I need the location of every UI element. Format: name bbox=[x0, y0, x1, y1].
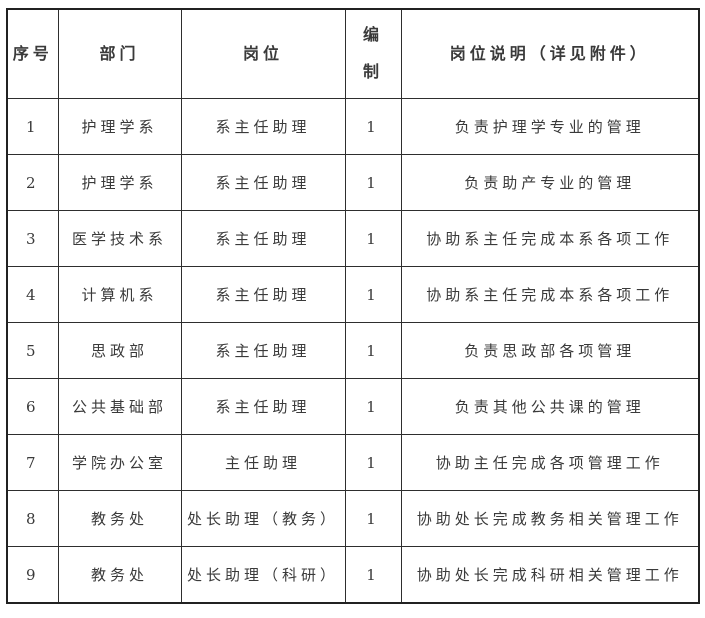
cell-department: 公共基础部 bbox=[57, 378, 182, 435]
table-row: 5 思政部 系主任助理 1 负责思政部各项管理 bbox=[6, 322, 700, 379]
cell-seq: 7 bbox=[6, 434, 59, 491]
cell-description: 负责其他公共课的管理 bbox=[400, 378, 700, 435]
cell-position: 系主任助理 bbox=[180, 154, 346, 211]
cell-description: 协助系主任完成本系各项工作 bbox=[400, 210, 700, 267]
cell-position: 处长助理（教务） bbox=[180, 490, 346, 547]
table-row: 1 护理学系 系主任助理 1 负责护理学专业的管理 bbox=[6, 98, 700, 155]
cell-quota: 1 bbox=[344, 434, 402, 491]
header-seq: 序号 bbox=[6, 8, 59, 99]
header-row: 序号 部门 岗位 编 制 岗位说明（详见附件） bbox=[6, 8, 700, 99]
cell-description: 负责思政部各项管理 bbox=[400, 322, 700, 379]
table-body: 1 护理学系 系主任助理 1 负责护理学专业的管理 2 护理学系 系主任助理 1 负责助产专业的管… bbox=[6, 98, 700, 604]
cell-department: 思政部 bbox=[57, 322, 182, 379]
cell-description: 协助主任完成各项管理工作 bbox=[400, 434, 700, 491]
cell-position: 系主任助理 bbox=[180, 322, 346, 379]
table-row: 9 教务处 处长助理（科研） 1 协助处长完成科研相关管理工作 bbox=[6, 546, 700, 604]
cell-department: 计算机系 bbox=[57, 266, 182, 323]
cell-quota: 1 bbox=[344, 322, 402, 379]
cell-position: 主任助理 bbox=[180, 434, 346, 491]
cell-description: 协助处长完成科研相关管理工作 bbox=[400, 546, 700, 604]
cell-quota: 1 bbox=[344, 266, 402, 323]
cell-seq: 6 bbox=[6, 378, 59, 435]
header-position: 岗位 bbox=[180, 8, 346, 99]
cell-department: 教务处 bbox=[57, 490, 182, 547]
cell-seq: 9 bbox=[6, 546, 59, 604]
cell-quota: 1 bbox=[344, 378, 402, 435]
cell-description: 协助系主任完成本系各项工作 bbox=[400, 266, 700, 323]
cell-seq: 8 bbox=[6, 490, 59, 547]
cell-seq: 3 bbox=[6, 210, 59, 267]
cell-department: 学院办公室 bbox=[57, 434, 182, 491]
cell-quota: 1 bbox=[344, 546, 402, 604]
cell-department: 医学技术系 bbox=[57, 210, 182, 267]
cell-seq: 4 bbox=[6, 266, 59, 323]
cell-quota: 1 bbox=[344, 154, 402, 211]
table-row: 4 计算机系 系主任助理 1 协助系主任完成本系各项工作 bbox=[6, 266, 700, 323]
table-header: 序号 部门 岗位 编 制 岗位说明（详见附件） bbox=[6, 8, 700, 99]
cell-position: 系主任助理 bbox=[180, 98, 346, 155]
cell-position: 系主任助理 bbox=[180, 378, 346, 435]
cell-department: 护理学系 bbox=[57, 98, 182, 155]
position-table: 序号 部门 岗位 编 制 岗位说明（详见附件） 1 护理学系 系主任助理 1 负责护理学… bbox=[6, 8, 700, 604]
cell-quota: 1 bbox=[344, 98, 402, 155]
cell-description: 负责护理学专业的管理 bbox=[400, 98, 700, 155]
table-row: 7 学院办公室 主任助理 1 协助主任完成各项管理工作 bbox=[6, 434, 700, 491]
cell-position: 处长助理（科研） bbox=[180, 546, 346, 604]
table-row: 3 医学技术系 系主任助理 1 协助系主任完成本系各项工作 bbox=[6, 210, 700, 267]
cell-quota: 1 bbox=[344, 210, 402, 267]
cell-description: 协助处长完成教务相关管理工作 bbox=[400, 490, 700, 547]
header-department: 部门 bbox=[57, 8, 182, 99]
cell-quota: 1 bbox=[344, 490, 402, 547]
cell-position: 系主任助理 bbox=[180, 210, 346, 267]
header-quota: 编 制 bbox=[344, 8, 402, 99]
table-row: 2 护理学系 系主任助理 1 负责助产专业的管理 bbox=[6, 154, 700, 211]
cell-seq: 2 bbox=[6, 154, 59, 211]
cell-seq: 1 bbox=[6, 98, 59, 155]
cell-description: 负责助产专业的管理 bbox=[400, 154, 700, 211]
table-row: 6 公共基础部 系主任助理 1 负责其他公共课的管理 bbox=[6, 378, 700, 435]
table-row: 8 教务处 处长助理（教务） 1 协助处长完成教务相关管理工作 bbox=[6, 490, 700, 547]
cell-seq: 5 bbox=[6, 322, 59, 379]
cell-department: 教务处 bbox=[57, 546, 182, 604]
cell-department: 护理学系 bbox=[57, 154, 182, 211]
cell-position: 系主任助理 bbox=[180, 266, 346, 323]
header-description: 岗位说明（详见附件） bbox=[400, 8, 700, 99]
